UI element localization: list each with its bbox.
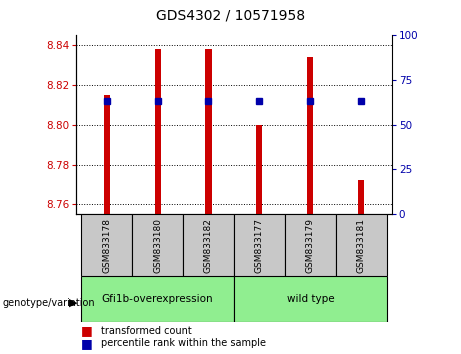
Bar (81, 276, 234, 322)
Bar (132, 214, 183, 276)
Bar (234, 276, 387, 322)
Bar (154, 49, 160, 214)
Text: ■: ■ (81, 325, 92, 337)
Text: percentile rank within the sample: percentile rank within the sample (101, 338, 266, 348)
Text: Gfi1b-overexpression: Gfi1b-overexpression (102, 294, 213, 304)
Text: GSM833179: GSM833179 (306, 218, 315, 273)
Bar (104, 95, 110, 214)
Text: GSM833180: GSM833180 (153, 218, 162, 273)
Bar (81, 214, 132, 276)
Text: GSM833177: GSM833177 (255, 218, 264, 273)
Bar (285, 214, 336, 276)
Bar (234, 214, 285, 276)
Bar (336, 214, 387, 276)
Text: GSM833178: GSM833178 (102, 218, 111, 273)
Bar (307, 57, 313, 214)
Text: GDS4302 / 10571958: GDS4302 / 10571958 (156, 9, 305, 23)
Text: GSM833181: GSM833181 (357, 218, 366, 273)
Text: transformed count: transformed count (101, 326, 192, 336)
Text: GSM833182: GSM833182 (204, 218, 213, 273)
Bar (183, 214, 234, 276)
Text: ▶: ▶ (69, 298, 77, 308)
Text: ■: ■ (81, 337, 92, 350)
Bar (206, 49, 212, 214)
Bar (256, 125, 262, 214)
Text: wild type: wild type (287, 294, 334, 304)
Bar (358, 181, 364, 214)
Text: genotype/variation: genotype/variation (2, 298, 95, 308)
